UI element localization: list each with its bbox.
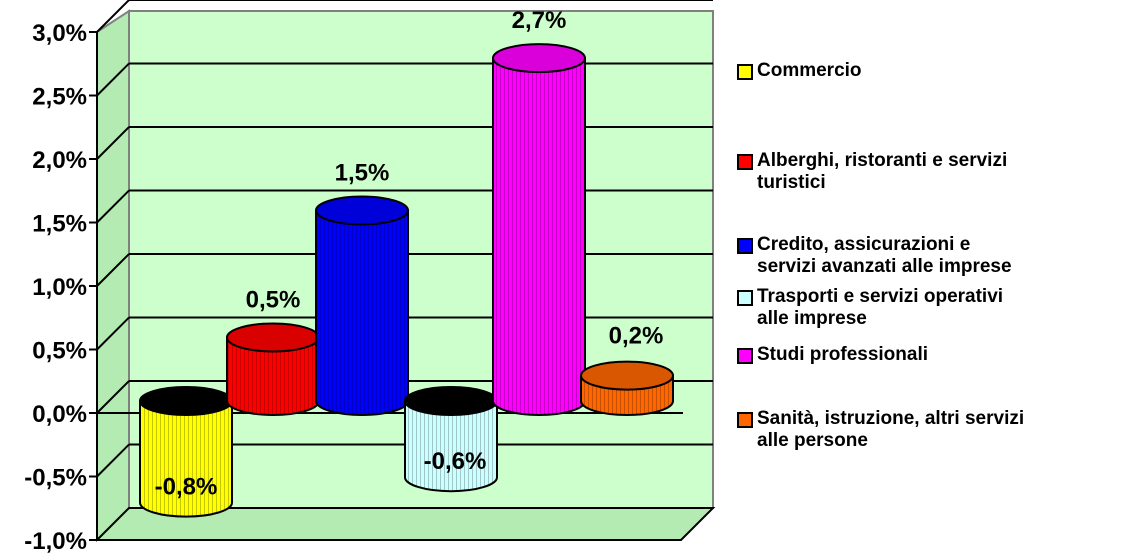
gridline-diag [96,189,130,224]
labels: 3,0% 2,5% 2,0% 1,5% 1,0% 0,5% 0,0% -0,5% -1,0% -0… [24,7,663,553]
gridline-diag [96,0,130,33]
legend-label: Sanità, istruzione, altri servizi alle pe… [757,408,1137,452]
bar-shading [140,401,232,517]
bar-4 [404,386,498,493]
bar-cap [139,386,233,416]
bar-1 [139,386,233,518]
y-tick-label: 0,0% [32,401,87,428]
legend-swatch [737,154,753,170]
data-label: 0,5% [246,287,301,314]
legend-label-line: servizi avanzati alle imprese [757,256,1012,277]
y-tick-label: 2,5% [32,84,87,111]
legend-label: Alberghi, ristoranti e servizi turistici [757,150,1137,194]
bar-chart: 3,0% 2,5% 2,0% 1,5% 1,0% 0,5% 0,0% -0,5% -1,0% -0… [24,0,716,553]
y-tick-label: 1,5% [32,211,87,238]
legend-item: Alberghi, ristoranti e servizi turistici [737,150,1147,194]
legend-swatch [737,238,753,254]
legend-item: Trasporti e servizi operativi alle impres… [737,286,1147,330]
gridline-diag [96,443,130,478]
y-tick-label: -1,0% [24,528,87,553]
legend-item: Sanità, istruzione, altri servizi alle pe… [737,408,1147,452]
data-label: -0,6% [424,448,487,475]
bar-shading [227,337,319,415]
data-label: 1,5% [335,160,390,187]
legend-label: Studi professionali [757,344,1137,366]
legend-swatch [737,290,753,306]
legend-label-line: Studi professionali [757,344,929,365]
data-label: 2,7% [512,7,567,34]
legend-label: Commercio [757,60,1137,82]
bar-cap [315,195,409,226]
data-label: -0,8% [155,474,218,501]
bar-shading [405,401,497,492]
legend-swatch [737,412,753,428]
y-tick-label: 1,0% [32,274,87,301]
floor [94,507,716,541]
bar-shading [493,58,585,415]
legend-label: Trasporti e servizi operativi alle impres… [757,286,1137,330]
y-tick-label: 2,0% [32,147,87,174]
legend-label-line: alle persone [757,430,868,451]
legend-label-line: turistici [757,172,826,193]
bar-shading [316,210,408,415]
legend-label-line: Commercio [757,60,862,81]
legend-item: Studi professionali [737,344,1147,366]
y-tick-label: 3,0% [32,20,87,47]
legend-swatch [737,64,753,80]
legend-label-line: Credito, assicurazioni e [757,234,971,255]
legend-item: Credito, assicurazioni e servizi avanzati… [737,234,1147,278]
bars [139,43,674,518]
gridline-diag [96,316,130,351]
bar-cap [492,43,586,74]
bar-cap [404,386,498,416]
bar-cap [226,322,320,353]
legend-item: Commercio [737,60,1147,82]
bar-2 [226,322,320,416]
gridline-diag [96,126,130,160]
legend-label-line: Alberghi, ristoranti e servizi [757,150,1008,171]
bar-3 [315,195,409,416]
legend-label-line: alle imprese [757,308,867,329]
legend-label-line: Sanità, istruzione, altri servizi [757,408,1025,429]
y-tick-label: 0,5% [32,338,87,365]
legend-label-line: Trasporti e servizi operativi [757,286,1004,307]
legend-swatch [737,348,753,364]
legend-label: Credito, assicurazioni e servizi avanzati… [757,234,1137,278]
gridline-diag [96,380,130,414]
gridline-diag [96,62,130,97]
bar-6 [580,360,674,416]
gridline-diag [96,253,130,287]
bar-cap [580,360,674,391]
bar-5 [492,43,586,416]
data-label: 0,2% [609,323,664,350]
y-tick-label: -0,5% [24,465,87,492]
